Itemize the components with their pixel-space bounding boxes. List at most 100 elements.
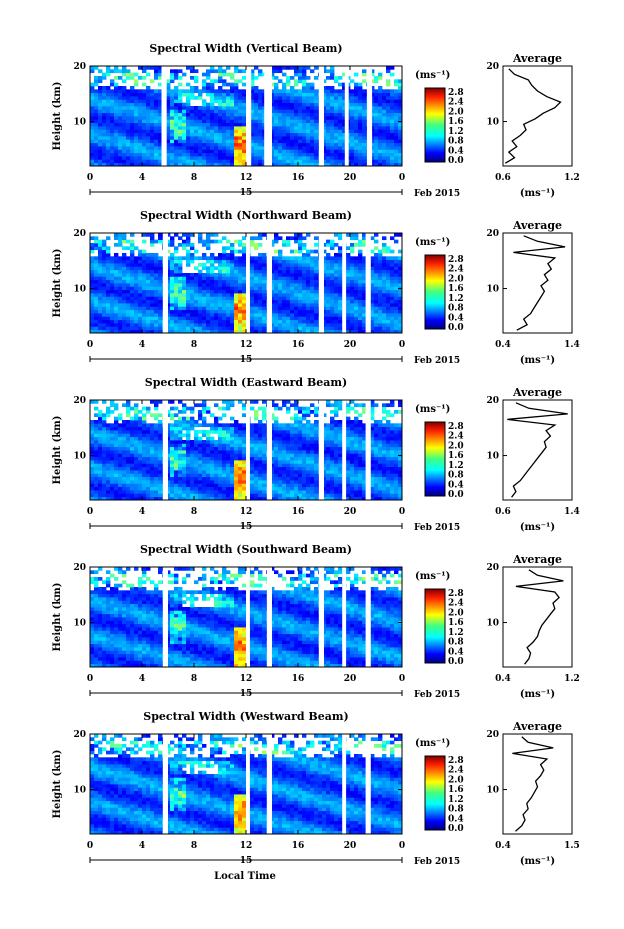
average-title: Average bbox=[512, 52, 562, 65]
data-gap bbox=[365, 734, 371, 834]
x-tick-label: 20 bbox=[344, 173, 357, 183]
date-label: Feb 2015 bbox=[414, 356, 460, 366]
day-label: 15 bbox=[240, 689, 253, 699]
average-x-tick-label: 0.4 bbox=[495, 340, 511, 350]
x-tick-label: 8 bbox=[191, 674, 197, 684]
x-tick-label: 0 bbox=[399, 841, 405, 851]
heatmap bbox=[90, 233, 403, 334]
colorbar-unit: (ms⁻¹) bbox=[415, 70, 450, 81]
y-tick-label: 20 bbox=[73, 730, 86, 740]
data-gap bbox=[318, 567, 324, 667]
average-title: Average bbox=[512, 219, 562, 232]
x-axis-label: Local Time bbox=[214, 871, 276, 882]
x-tick-label: 4 bbox=[139, 340, 145, 350]
average-frame bbox=[502, 232, 573, 334]
panel-3: Spectral Width (Eastward Beam) 0 4 8 12 16 20 0… bbox=[52, 376, 580, 533]
colorbar-tick-label: 2.0 bbox=[448, 775, 464, 785]
colorbar-tick-label: 1.6 bbox=[448, 785, 464, 795]
data-gap bbox=[162, 567, 168, 667]
average-frame bbox=[502, 733, 573, 835]
colorbar-tick-label: 1.6 bbox=[448, 618, 464, 628]
data-gap bbox=[318, 66, 324, 166]
colorbar-unit: (ms⁻¹) bbox=[415, 237, 450, 248]
average-x-axis-label: (ms⁻¹) bbox=[520, 689, 555, 700]
panel-2: Spectral Width (Northward Beam) 0 4 8 12 16 20… bbox=[52, 209, 580, 366]
average-title: Average bbox=[512, 720, 562, 733]
average-y-tick-label: 10 bbox=[486, 118, 499, 128]
average-y-tick-label: 10 bbox=[486, 285, 499, 295]
x-tick-label: 4 bbox=[139, 841, 145, 851]
heatmap bbox=[90, 734, 403, 835]
colorbar-tick-label: 1.2 bbox=[448, 628, 464, 638]
data-gap bbox=[162, 233, 168, 333]
colorbar-tick-label: 0.4 bbox=[448, 480, 464, 490]
x-tick-label: 8 bbox=[191, 841, 197, 851]
data-gap bbox=[161, 66, 167, 166]
x-tick-label: 4 bbox=[139, 173, 145, 183]
y-tick-label: 10 bbox=[73, 118, 86, 128]
colorbar-tick-label: 0.4 bbox=[448, 647, 464, 657]
average-x-tick-label: 1.5 bbox=[564, 841, 580, 851]
y-axis-label: Height (km) bbox=[52, 416, 63, 485]
data-gap bbox=[162, 400, 168, 500]
date-label: Feb 2015 bbox=[414, 189, 460, 199]
average-profile-line bbox=[513, 235, 566, 331]
y-tick-label: 10 bbox=[73, 619, 86, 629]
colorbar-tick-label: 1.2 bbox=[448, 795, 464, 805]
colorbar-tick-label: 2.0 bbox=[448, 608, 464, 618]
x-tick-label: 0 bbox=[87, 173, 93, 183]
panel-title: Spectral Width (Westward Beam) bbox=[143, 710, 348, 723]
average-title: Average bbox=[512, 553, 562, 566]
x-tick-label: 12 bbox=[240, 674, 253, 684]
average-y-tick-label: 20 bbox=[486, 229, 499, 239]
average-x-axis-label: (ms⁻¹) bbox=[520, 522, 555, 533]
colorbar-tick-label: 1.6 bbox=[448, 117, 464, 127]
average-x-axis-label: (ms⁻¹) bbox=[520, 856, 555, 867]
colorbar-tick-label: 2.0 bbox=[448, 441, 464, 451]
colorbar-tick-label: 2.8 bbox=[448, 589, 464, 599]
x-tick-label: 8 bbox=[191, 507, 197, 517]
day-label: 15 bbox=[240, 856, 253, 866]
colorbar-tick-label: 0.8 bbox=[448, 805, 464, 815]
x-tick-label: 0 bbox=[87, 674, 93, 684]
colorbar-tick-label: 1.6 bbox=[448, 451, 464, 461]
panel-5: Spectral Width (Westward Beam) 0 4 8 12 16 20 0… bbox=[52, 710, 580, 867]
average-x-tick-label: 1.4 bbox=[564, 340, 580, 350]
y-tick-label: 20 bbox=[73, 563, 86, 573]
x-tick-label: 0 bbox=[87, 841, 93, 851]
y-tick-label: 20 bbox=[73, 229, 86, 239]
data-gap bbox=[266, 400, 272, 500]
colorbar-tick-label: 0.8 bbox=[448, 638, 464, 648]
y-tick-label: 10 bbox=[73, 452, 86, 462]
average-x-tick-label: 1.2 bbox=[564, 173, 580, 183]
x-tick-label: 0 bbox=[399, 507, 405, 517]
average-y-tick-label: 20 bbox=[486, 62, 499, 72]
date-label: Feb 2015 bbox=[414, 857, 460, 867]
x-tick-label: 16 bbox=[292, 173, 305, 183]
colorbar-unit: (ms⁻¹) bbox=[415, 404, 450, 415]
average-y-tick-label: 10 bbox=[486, 619, 499, 629]
colorbar-tick-label: 2.8 bbox=[448, 255, 464, 265]
panel-title: Spectral Width (Southward Beam) bbox=[140, 543, 352, 556]
colorbar-tick-label: 0.0 bbox=[448, 657, 464, 667]
colorbar-unit: (ms⁻¹) bbox=[415, 738, 450, 749]
average-frame bbox=[502, 566, 573, 668]
colorbar-tick-label: 2.4 bbox=[448, 432, 464, 442]
colorbar-tick-label: 0.4 bbox=[448, 814, 464, 824]
data-gap bbox=[365, 567, 371, 667]
colorbar-tick-label: 0.0 bbox=[448, 824, 464, 834]
colorbar-tick-label: 2.8 bbox=[448, 88, 464, 98]
x-tick-label: 4 bbox=[139, 674, 145, 684]
data-gap bbox=[246, 567, 250, 667]
colorbar-tick-label: 2.8 bbox=[448, 756, 464, 766]
x-tick-label: 0 bbox=[87, 507, 93, 517]
x-tick-label: 8 bbox=[191, 173, 197, 183]
date-label: Feb 2015 bbox=[414, 690, 460, 700]
data-gap bbox=[365, 233, 371, 333]
average-x-tick-label: 1.4 bbox=[564, 507, 580, 517]
colorbar-tick-label: 2.8 bbox=[448, 422, 464, 432]
y-axis-label: Height (km) bbox=[52, 583, 63, 652]
data-gap bbox=[162, 734, 168, 834]
y-tick-label: 20 bbox=[73, 62, 86, 72]
average-y-tick-label: 20 bbox=[486, 730, 499, 740]
